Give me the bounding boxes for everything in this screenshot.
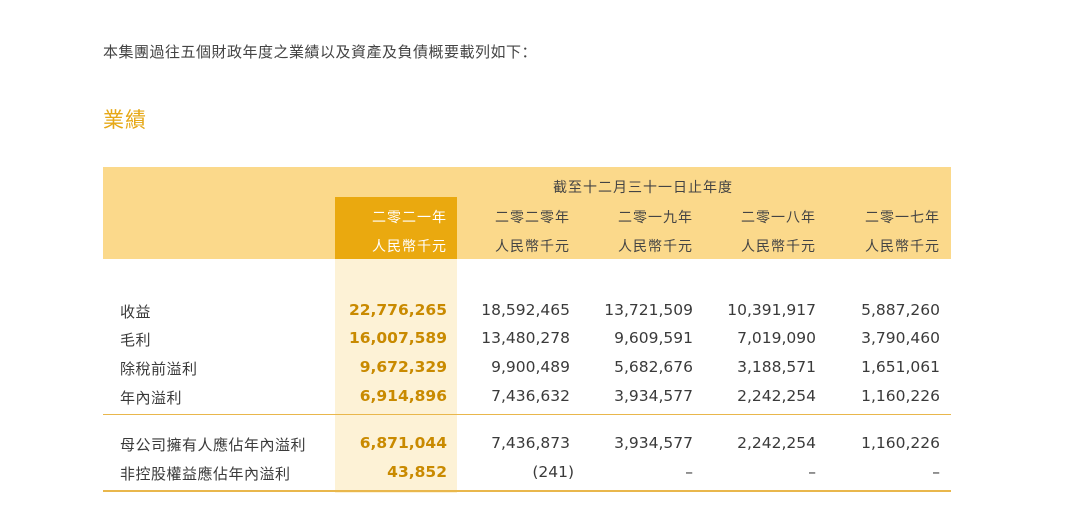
table-cell: – — [685, 463, 693, 481]
highlight-column-header — [335, 197, 457, 259]
unit-header-2017: 人民幣千元 — [865, 239, 940, 255]
table-cell: (241) — [532, 463, 574, 481]
year-header-2018: 二零一八年 — [741, 210, 816, 226]
unit-header-2018: 人民幣千元 — [741, 239, 816, 255]
row-label-profit-to-owners: 母公司擁有人應佔年內溢利 — [120, 436, 307, 454]
table-cell: 1,651,061 — [861, 358, 940, 376]
year-header-2019: 二零一九年 — [618, 210, 693, 226]
row-label-profit-before-tax: 除稅前溢利 — [120, 360, 198, 378]
table-cell: 9,672,329 — [359, 358, 447, 376]
table-cell: 7,436,632 — [491, 387, 570, 405]
table-cell: 7,019,090 — [737, 329, 816, 347]
row-label-gross-profit: 毛利 — [120, 331, 152, 349]
table-cell: 5,887,260 — [861, 301, 940, 319]
unit-header-2019: 人民幣千元 — [618, 239, 693, 255]
table-cell: 2,242,254 — [737, 387, 816, 405]
row-label-profit-for-year: 年內溢利 — [120, 389, 183, 407]
table-cell: 3,934,577 — [614, 434, 693, 452]
table-cell: 9,609,591 — [614, 329, 693, 347]
results-table: 截至十二月三十一日止年度 二零二一年 二零二零年 二零一九年 二零一八年 二零一… — [103, 167, 951, 493]
table-cell: 22,776,265 — [348, 301, 447, 319]
table-cell: 43,852 — [387, 463, 447, 481]
table-cell: 18,592,465 — [481, 301, 570, 319]
table-cell: 6,914,896 — [359, 387, 447, 405]
table-cell: – — [932, 463, 940, 481]
table-cell: 1,160,226 — [861, 434, 940, 452]
year-header-2017: 二零一七年 — [865, 210, 940, 226]
divider — [103, 414, 951, 415]
row-label-profit-to-nci: 非控股權益應佔年內溢利 — [120, 465, 291, 483]
year-header-2020: 二零二零年 — [495, 210, 570, 226]
table-cell: 16,007,589 — [348, 329, 447, 347]
intro-text: 本集團過往五個財政年度之業績以及資產及負債概要載列如下： — [103, 43, 538, 61]
year-header-2021: 二零二一年 — [372, 210, 447, 226]
table-cell: 3,188,571 — [737, 358, 816, 376]
table-cell: 7,436,873 — [491, 434, 570, 452]
table-cell: 1,160,226 — [861, 387, 940, 405]
bottom-rule — [103, 490, 951, 492]
period-header: 截至十二月三十一日止年度 — [553, 180, 733, 196]
table-cell: 6,871,044 — [359, 434, 447, 452]
table-cell: 3,934,577 — [614, 387, 693, 405]
table-cell: 2,242,254 — [737, 434, 816, 452]
unit-header-2020: 人民幣千元 — [495, 239, 570, 255]
table-cell: 3,790,460 — [861, 329, 940, 347]
table-cell: 13,480,278 — [481, 329, 570, 347]
table-header-band — [103, 167, 951, 259]
table-cell: 10,391,917 — [727, 301, 816, 319]
row-label-revenue: 收益 — [120, 303, 152, 321]
section-title: 業績 — [103, 108, 147, 132]
table-cell: 5,682,676 — [614, 358, 693, 376]
unit-header-2021: 人民幣千元 — [372, 239, 447, 255]
table-cell: 9,900,489 — [491, 358, 570, 376]
table-cell: – — [808, 463, 816, 481]
table-cell: 13,721,509 — [604, 301, 693, 319]
